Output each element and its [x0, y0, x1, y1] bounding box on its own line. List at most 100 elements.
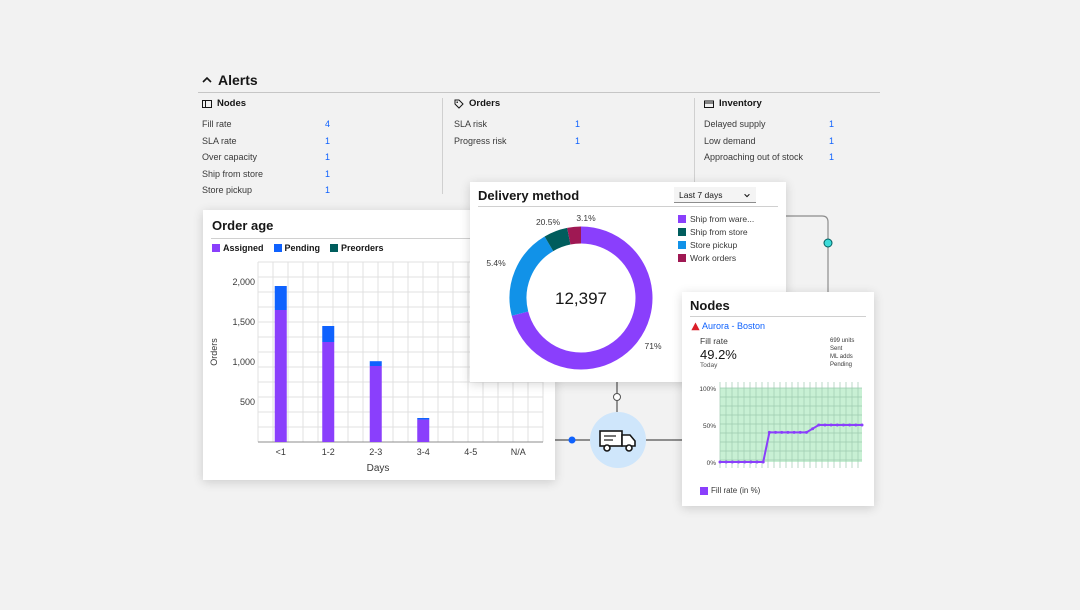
fill-rate-point[interactable] — [811, 427, 815, 431]
alert-row-count[interactable]: 1 — [324, 135, 330, 146]
alert-row-count[interactable]: 4 — [324, 119, 330, 130]
alert-row-count[interactable]: 1 — [324, 152, 330, 163]
delivery-truck-node[interactable] — [590, 412, 646, 468]
donut-slice[interactable] — [511, 226, 653, 370]
donut-slice[interactable] — [509, 236, 554, 316]
fill-rate-point[interactable] — [780, 430, 784, 434]
fill-rate-point[interactable] — [755, 460, 759, 464]
fill-rate-point[interactable] — [774, 430, 778, 434]
inventory-icon — [704, 100, 714, 108]
chevron-down-icon — [744, 193, 750, 197]
alerts-header[interactable]: Alerts — [202, 72, 258, 88]
alert-row-count[interactable]: 1 — [828, 152, 834, 163]
donut-value-label: 3.1% — [576, 213, 596, 223]
alert-row[interactable]: Fill rate 4 — [202, 116, 330, 133]
bar-segment-assigned[interactable] — [369, 366, 382, 442]
alert-row-count[interactable]: 1 — [574, 135, 580, 146]
alert-row-count[interactable]: 1 — [574, 119, 580, 130]
fill-rate-point[interactable] — [848, 423, 852, 427]
warning-icon — [691, 322, 700, 331]
alert-row-count[interactable]: 1 — [828, 135, 834, 146]
fill-rate-point[interactable] — [730, 460, 734, 464]
fill-rate-point[interactable] — [767, 430, 771, 434]
x-tick-label: 3-4 — [417, 447, 430, 457]
alert-row[interactable]: Over capacity 1 — [202, 149, 330, 166]
alert-row[interactable]: Ship from store 1 — [202, 166, 330, 183]
fill-rate-point[interactable] — [792, 430, 796, 434]
alert-row[interactable]: Progress risk 1 — [454, 133, 580, 150]
fill-rate-point[interactable] — [743, 460, 747, 464]
bar-segment-assigned[interactable] — [417, 419, 430, 442]
alert-row[interactable]: Low demand 1 — [704, 133, 834, 150]
alert-row-label: Fill rate — [202, 119, 232, 130]
fill-rate-point[interactable] — [841, 423, 845, 427]
alerts-title: Alerts — [218, 72, 258, 88]
bar-segment-pending[interactable] — [369, 361, 382, 366]
fill-rate-point[interactable] — [761, 460, 765, 464]
donut-value-label: 5.4% — [486, 258, 506, 268]
node-name-link[interactable]: Aurora - Boston — [702, 321, 766, 331]
fill-rate-subtext: Today — [700, 362, 718, 369]
legend-item-pending[interactable]: Pending — [273, 243, 320, 253]
donut-slice[interactable] — [544, 227, 571, 252]
donut-value-label: 20.5% — [536, 217, 561, 227]
delivery-legend-item[interactable]: Ship from store — [678, 225, 754, 238]
fill-rate-point[interactable] — [823, 423, 827, 427]
delivery-method-card: Delivery method Last 7 days 12,397 71% 5.4… — [470, 182, 786, 382]
nodes-title: Nodes — [690, 298, 730, 313]
alert-row-count[interactable]: 1 — [828, 119, 834, 130]
fill-rate-legend[interactable]: Fill rate (in %) — [700, 486, 760, 495]
nodes-icon — [202, 99, 212, 108]
delivery-legend-item[interactable]: Ship from ware... — [678, 212, 754, 225]
alert-row[interactable]: SLA rate 1 — [202, 133, 330, 150]
delivery-legend-item[interactable]: Store pickup — [678, 238, 754, 251]
alert-row[interactable]: Delayed supply 1 — [704, 116, 834, 133]
date-range-dropdown[interactable]: Last 7 days — [674, 187, 756, 203]
alert-row[interactable]: SLA risk 1 — [454, 116, 580, 133]
fill-rate-point[interactable] — [798, 430, 802, 434]
bar-segment-pending[interactable] — [322, 326, 335, 342]
bar-segment-pending[interactable] — [417, 418, 430, 420]
x-tick-label: 1-2 — [322, 447, 335, 457]
bar-segment-assigned[interactable] — [274, 310, 287, 442]
legend-label: Ship from ware... — [690, 213, 755, 224]
fill-rate-point[interactable] — [786, 430, 790, 434]
alert-row-label: Progress risk — [454, 135, 507, 146]
alert-row-count[interactable]: 1 — [324, 185, 330, 196]
fill-rate-point[interactable] — [749, 460, 753, 464]
legend-swatch — [678, 227, 686, 236]
fill-rate-point[interactable] — [724, 460, 728, 464]
order-age-legend: Assigned Pending Preorders — [212, 243, 384, 253]
delivery-legend-item[interactable]: Work orders — [678, 251, 754, 264]
fill-rate-point[interactable] — [817, 423, 821, 427]
truck-icon — [599, 430, 636, 452]
legend-label: Store pickup — [690, 239, 738, 250]
alerts-column-inventory: Inventory Delayed supply 1 Low demand 1 Appr… — [704, 98, 834, 166]
alert-row-label: Ship from store — [202, 168, 264, 179]
column-divider — [442, 98, 443, 194]
fill-rate-point[interactable] — [854, 423, 858, 427]
alert-row-label: Store pickup — [202, 185, 253, 196]
fill-rate-point[interactable] — [860, 423, 864, 427]
fill-rate-point[interactable] — [804, 430, 808, 434]
y-tick-label: 50% — [703, 423, 716, 430]
fill-rate-point[interactable] — [737, 460, 741, 464]
donut-slice[interactable] — [567, 226, 582, 245]
legend-item-preorders[interactable]: Preorders — [330, 243, 384, 253]
fill-rate-point[interactable] — [829, 423, 833, 427]
legend-swatch — [678, 214, 686, 223]
bar-segment-pending[interactable] — [274, 286, 287, 310]
nodes-card: Nodes Aurora - Boston Fill rate 49.2% To… — [682, 292, 874, 506]
donut-value-label: 71% — [644, 341, 661, 351]
legend-item-assigned[interactable]: Assigned — [212, 243, 264, 253]
y-tick-label: 100% — [699, 386, 716, 393]
alert-row[interactable]: Store pickup 1 — [202, 182, 330, 199]
delivery-donut-chart: 12,397 71% 5.4% 20.5% 3.1% — [486, 213, 662, 370]
alert-row[interactable]: Approaching out of stock 1 — [704, 149, 834, 166]
alert-row-count[interactable]: 1 — [324, 168, 330, 179]
fill-rate-point[interactable] — [835, 423, 839, 427]
y-tick-label: 1,000 — [232, 357, 255, 367]
x-tick-label: 2-3 — [369, 447, 382, 457]
fill-rate-point[interactable] — [718, 460, 722, 464]
bar-segment-assigned[interactable] — [322, 342, 335, 442]
